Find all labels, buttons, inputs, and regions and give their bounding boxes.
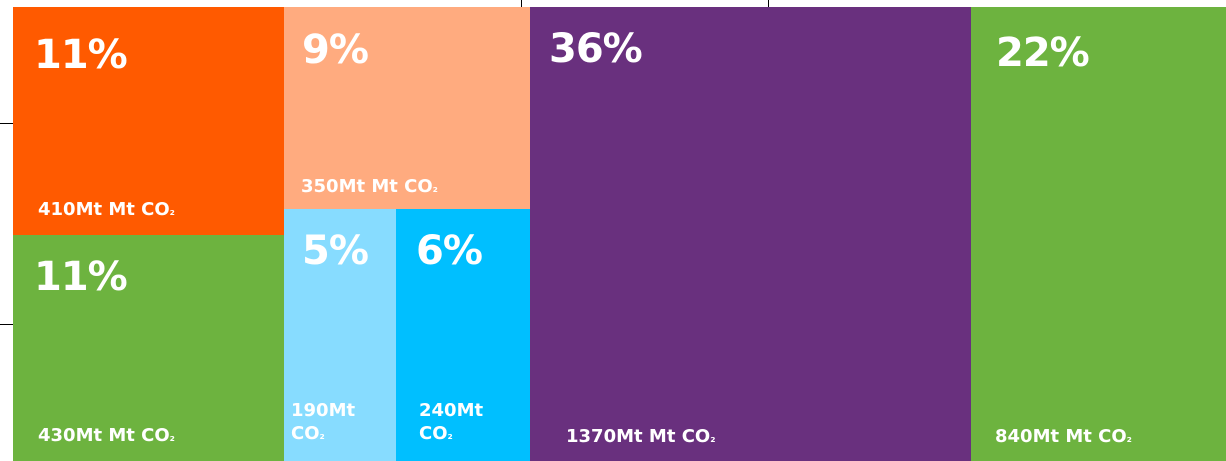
- emissions-value: 350Mt: [301, 176, 366, 197]
- subscript-two: ₂: [1126, 431, 1132, 445]
- percent-label: 9%: [302, 27, 369, 73]
- emissions-value: 840Mt: [995, 426, 1060, 447]
- emissions-label: 840Mt Mt CO₂: [995, 425, 1132, 448]
- emissions-unit: CO: [419, 423, 448, 445]
- emissions-unit: Mt CO: [648, 426, 711, 447]
- guide-line: [768, 0, 769, 7]
- emissions-label: 350Mt Mt CO₂: [301, 175, 438, 198]
- emissions-label: 190Mt CO₂: [291, 399, 355, 446]
- percent-label: 11%: [34, 32, 128, 78]
- emissions-value: 410Mt: [38, 199, 103, 220]
- guide-line: [0, 324, 13, 325]
- subscript-two: ₂: [432, 181, 438, 195]
- emissions-unit: CO: [291, 423, 320, 445]
- emissions-unit: Mt CO: [1065, 426, 1127, 447]
- percent-label: 36%: [549, 26, 643, 72]
- treemap-tile: 11% 430Mt Mt CO₂: [13, 235, 284, 461]
- emissions-value: 430Mt: [38, 425, 103, 446]
- subscript-two: ₂: [169, 430, 175, 444]
- percent-label: 6%: [416, 228, 483, 274]
- subscript-two: ₂: [169, 204, 175, 218]
- percent-label: 5%: [302, 228, 369, 274]
- emissions-unit: Mt CO: [108, 425, 170, 446]
- percent-label: 22%: [996, 30, 1090, 76]
- subscript-two: ₂: [447, 428, 453, 443]
- emissions-value: 1370Mt: [566, 426, 643, 447]
- emissions-value: 190Mt: [291, 400, 356, 421]
- emissions-label: 430Mt Mt CO₂: [38, 424, 175, 447]
- treemap-tile: 5% 190Mt CO₂: [284, 209, 396, 461]
- percent-label: 11%: [34, 254, 128, 300]
- emissions-value: 240Mt: [419, 400, 484, 421]
- emissions-label: 240Mt CO₂: [419, 399, 483, 446]
- treemap-tile: 9% 350Mt Mt CO₂: [284, 7, 530, 209]
- treemap-tile: 36% 1370Mt Mt CO₂: [530, 7, 971, 461]
- emissions-label: 1370Mt Mt CO₂: [566, 425, 715, 448]
- guide-line: [0, 123, 13, 124]
- emissions-unit: Mt CO: [108, 199, 170, 220]
- subscript-two: ₂: [710, 431, 716, 445]
- guide-line: [521, 0, 522, 7]
- treemap-tile: 11% 410Mt Mt CO₂: [13, 7, 284, 235]
- treemap-tile: 6% 240Mt CO₂: [396, 209, 530, 461]
- emissions-label: 410Mt Mt CO₂: [38, 198, 175, 221]
- subscript-two: ₂: [319, 428, 325, 443]
- emissions-unit: Mt CO: [371, 176, 433, 197]
- treemap-tile: 22% 840Mt Mt CO₂: [971, 7, 1226, 461]
